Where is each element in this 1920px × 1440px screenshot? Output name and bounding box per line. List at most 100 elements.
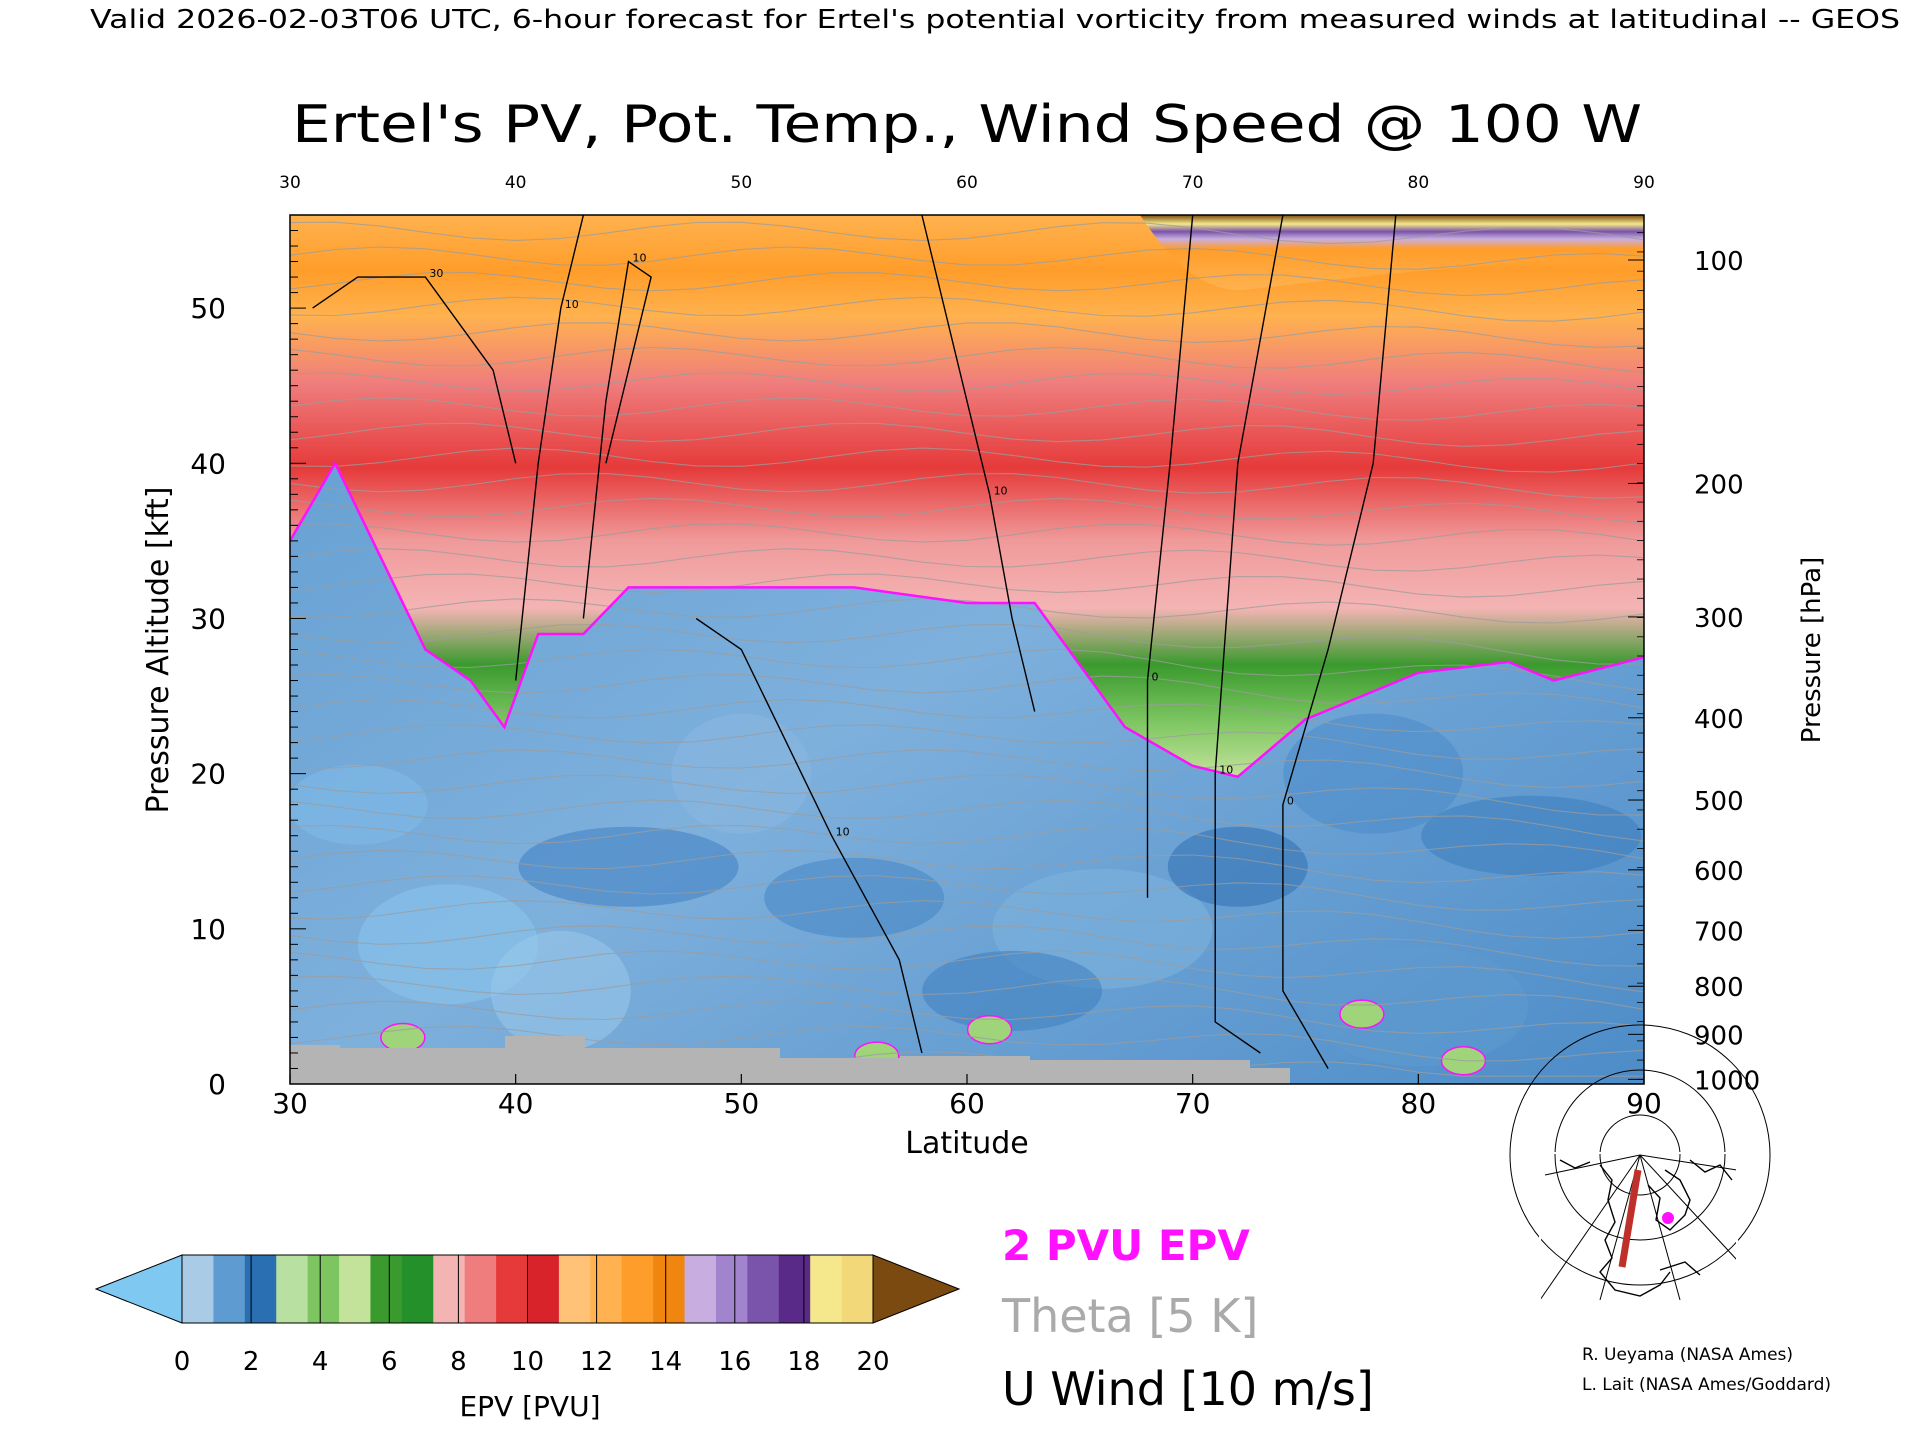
colorbar-tick-label: 10 — [511, 1347, 544, 1377]
theta-line — [290, 648, 1644, 691]
two-pvu-contour — [290, 460, 1644, 779]
texture-blob — [1283, 713, 1464, 834]
x-tick-label: 40 — [498, 1087, 534, 1120]
u-wind-line — [921, 215, 1036, 712]
colorbar-segment — [747, 1255, 780, 1323]
p-tick-label: 700 — [1694, 917, 1744, 947]
colorbar-tick-label: 8 — [450, 1347, 467, 1377]
top-tick-label: 50 — [731, 173, 753, 193]
u-wind-label: 10 — [994, 484, 1008, 497]
coastline-icon — [1559, 1159, 1733, 1297]
colorbar-segment — [778, 1255, 811, 1323]
inset-location-map — [1509, 1024, 1771, 1302]
location-marker — [1662, 1212, 1674, 1224]
colorbar-segment — [370, 1255, 403, 1323]
p-tick-label: 400 — [1694, 705, 1744, 735]
colorbar-segment — [213, 1255, 246, 1323]
theta-line — [290, 1025, 1644, 1062]
x-tick-label: 90 — [1626, 1087, 1662, 1120]
y-tick-label: 20 — [190, 758, 226, 791]
p-tick-label: 100 — [1694, 247, 1744, 277]
colorbar-tick-label: 2 — [243, 1347, 260, 1377]
texture-blob — [357, 884, 538, 1005]
u-wind-line — [695, 617, 923, 1054]
theta-line — [290, 473, 1644, 499]
texture-blob — [1308, 946, 1529, 1067]
texture-blob — [490, 930, 631, 1051]
theta-line — [290, 824, 1644, 860]
u-wind-line — [1146, 215, 1194, 898]
top-tick-label: 80 — [1408, 173, 1430, 193]
theta-line — [290, 849, 1644, 884]
theta-line — [290, 774, 1644, 816]
colorbar-label: EPV [PVU] — [459, 1390, 600, 1423]
p-tick-label: 900 — [1694, 1021, 1744, 1051]
theta-line — [290, 246, 1644, 270]
u-wind-line — [312, 276, 517, 464]
troposphere-texture — [290, 713, 1642, 1076]
credit-line-1: R. Ueyama (NASA Ames) — [1582, 1345, 1793, 1365]
colorbar-tick-label: 0 — [174, 1347, 191, 1377]
p-tick-label: 1000 — [1694, 1066, 1760, 1096]
colorbar-tick-label: 4 — [312, 1347, 329, 1377]
x-tick-label: 60 — [949, 1087, 985, 1120]
colorbar-segment — [401, 1255, 434, 1323]
p-tick-label: 200 — [1694, 470, 1744, 500]
colorbar-tick-label: 14 — [649, 1347, 682, 1377]
colorbar-segment — [464, 1255, 497, 1323]
colorbar-segment — [182, 1255, 215, 1323]
y-tick-label: 10 — [190, 913, 226, 946]
colorbar-segment — [433, 1255, 466, 1323]
y-tick-label: 30 — [190, 602, 226, 635]
theta-line — [290, 573, 1644, 598]
colorbar-segment — [496, 1255, 529, 1323]
top-axis-ticks: 30 40 50 60 70 80 90 — [279, 173, 1655, 193]
u-wind-label: 10 — [633, 252, 647, 265]
theta-line — [290, 950, 1644, 993]
u-wind-label: 10 — [565, 298, 579, 311]
colorbar-segment — [558, 1255, 591, 1323]
theta-line — [290, 523, 1644, 546]
x-axis-label: Latitude — [905, 1126, 1028, 1161]
credits: R. Ueyama (NASA Ames) L. Lait (NASA Ames… — [1582, 1345, 1831, 1395]
theta-line — [290, 397, 1644, 421]
theta-line — [290, 548, 1644, 572]
theta-line — [290, 900, 1644, 939]
colorbar-tick-label: 12 — [580, 1347, 613, 1377]
theta-line — [290, 322, 1644, 348]
theta-line — [290, 975, 1644, 1010]
colorbar-segment — [244, 1255, 277, 1323]
colorbar-tick-label: 18 — [787, 1347, 820, 1377]
y-axis-label-left: Pressure Altitude [kft] — [141, 487, 176, 814]
theta-line — [290, 447, 1644, 473]
theta-line — [290, 372, 1644, 395]
theta-line — [290, 497, 1644, 524]
texture-blob — [764, 857, 945, 938]
u-wind-label: 10 — [1219, 764, 1233, 777]
texture-blob — [671, 713, 812, 834]
theta-line — [290, 875, 1644, 911]
top-tick-label: 30 — [279, 173, 301, 193]
stratosphere-fill — [290, 215, 1644, 777]
colorbar-segment — [621, 1255, 654, 1323]
theta-line — [290, 925, 1644, 967]
u-wind-line — [1282, 215, 1397, 1069]
theta-line — [290, 598, 1644, 624]
top-tick-label: 70 — [1182, 173, 1204, 193]
credit-line-2: L. Lait (NASA Ames/Goddard) — [1582, 1375, 1831, 1395]
colorbar-segment — [715, 1255, 748, 1323]
right-axis-ticks: 1000 900 800 700 600 500 400 300 200 100 — [1628, 232, 1760, 1096]
theta-line — [290, 422, 1644, 447]
y-tick-label: 0 — [208, 1068, 226, 1101]
bottom-axis-ticks: 30 40 50 60 70 80 90 — [272, 1074, 1662, 1120]
left-axis-ticks: 0 10 20 30 40 50 — [190, 230, 306, 1101]
theta-line — [290, 749, 1644, 789]
top-tick-label: 60 — [956, 173, 978, 193]
valid-time-header: Valid 2026-02-03T06 UTC, 6-hour forecast… — [90, 5, 1900, 35]
u-wind-label: 30 — [429, 267, 443, 280]
colorbar — [94, 1254, 961, 1324]
cross-section-track — [1618, 1169, 1642, 1268]
colorbar-tick-label: 20 — [856, 1347, 889, 1377]
theta-line — [290, 271, 1644, 297]
p-tick-label: 300 — [1694, 604, 1744, 634]
